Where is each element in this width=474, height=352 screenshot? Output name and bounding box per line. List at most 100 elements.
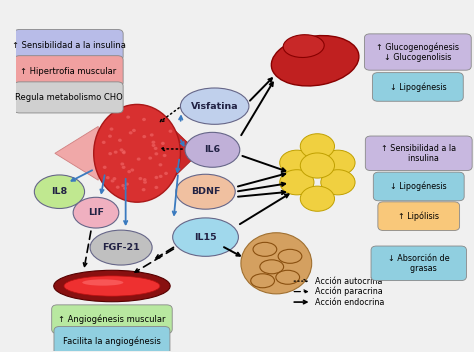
- Ellipse shape: [94, 105, 181, 202]
- Ellipse shape: [126, 115, 130, 119]
- Ellipse shape: [164, 172, 168, 175]
- Ellipse shape: [108, 152, 112, 156]
- FancyBboxPatch shape: [54, 327, 170, 352]
- Ellipse shape: [127, 170, 131, 174]
- Text: Visfatina: Visfatina: [191, 102, 238, 111]
- Ellipse shape: [103, 165, 107, 169]
- Ellipse shape: [300, 134, 335, 159]
- Ellipse shape: [158, 163, 163, 166]
- Text: ↓ Lipogénesis: ↓ Lipogénesis: [390, 82, 446, 92]
- Polygon shape: [55, 126, 98, 180]
- Ellipse shape: [142, 118, 146, 121]
- FancyBboxPatch shape: [374, 172, 464, 201]
- Ellipse shape: [34, 175, 84, 208]
- FancyBboxPatch shape: [365, 34, 471, 70]
- Ellipse shape: [119, 148, 124, 152]
- Text: ↑ Sensibilidad a la insulina: ↑ Sensibilidad a la insulina: [12, 40, 126, 50]
- Text: Facilita la angiogénesis: Facilita la angiogénesis: [63, 336, 161, 346]
- Text: ↓ Lipogénesis: ↓ Lipogénesis: [391, 182, 447, 191]
- Ellipse shape: [152, 144, 155, 147]
- Ellipse shape: [128, 131, 133, 134]
- Ellipse shape: [122, 151, 126, 155]
- Ellipse shape: [154, 152, 158, 156]
- Ellipse shape: [123, 187, 127, 190]
- Ellipse shape: [82, 279, 123, 286]
- Ellipse shape: [73, 197, 119, 228]
- Ellipse shape: [155, 186, 158, 189]
- Ellipse shape: [283, 35, 324, 57]
- Ellipse shape: [185, 132, 240, 167]
- Text: ↑ Angiogénesis muscular: ↑ Angiogénesis muscular: [58, 314, 166, 324]
- FancyBboxPatch shape: [373, 73, 463, 101]
- Text: Acción autocrina: Acción autocrina: [315, 277, 383, 285]
- Ellipse shape: [121, 165, 126, 169]
- Ellipse shape: [137, 157, 141, 161]
- Ellipse shape: [150, 133, 154, 137]
- Ellipse shape: [154, 147, 158, 150]
- Text: IL8: IL8: [51, 187, 68, 196]
- FancyBboxPatch shape: [378, 202, 460, 231]
- Ellipse shape: [163, 154, 167, 157]
- Ellipse shape: [54, 270, 170, 302]
- Ellipse shape: [121, 150, 125, 153]
- FancyBboxPatch shape: [52, 305, 172, 333]
- Ellipse shape: [143, 178, 147, 182]
- Ellipse shape: [108, 134, 112, 138]
- Ellipse shape: [300, 186, 335, 211]
- Ellipse shape: [106, 176, 110, 180]
- Ellipse shape: [151, 140, 155, 144]
- FancyBboxPatch shape: [365, 136, 472, 171]
- Ellipse shape: [109, 127, 114, 131]
- Ellipse shape: [155, 176, 158, 179]
- Ellipse shape: [132, 129, 136, 132]
- Ellipse shape: [120, 162, 124, 166]
- FancyBboxPatch shape: [371, 246, 466, 281]
- Ellipse shape: [138, 177, 143, 180]
- FancyBboxPatch shape: [14, 30, 123, 61]
- Ellipse shape: [271, 36, 359, 86]
- Text: ↓ Absorción de
    grasas: ↓ Absorción de grasas: [388, 253, 449, 273]
- Text: ↑ Lipólisis: ↑ Lipólisis: [398, 212, 439, 221]
- Text: ↑ Glucogenogénesis
↓ Glucogenolisis: ↑ Glucogenogénesis ↓ Glucogenolisis: [376, 42, 459, 62]
- Ellipse shape: [161, 142, 165, 145]
- Ellipse shape: [321, 150, 355, 175]
- Ellipse shape: [159, 175, 163, 178]
- Ellipse shape: [280, 150, 314, 175]
- Text: LIF: LIF: [88, 208, 104, 217]
- FancyBboxPatch shape: [14, 82, 123, 113]
- Text: IL15: IL15: [194, 233, 217, 241]
- Text: ↑ Sensibilidad a la
    insulina: ↑ Sensibilidad a la insulina: [381, 144, 456, 163]
- Ellipse shape: [181, 88, 249, 124]
- Ellipse shape: [110, 179, 115, 183]
- Ellipse shape: [143, 181, 147, 184]
- Ellipse shape: [142, 188, 146, 191]
- Ellipse shape: [300, 153, 335, 178]
- Ellipse shape: [114, 150, 118, 154]
- Ellipse shape: [118, 139, 122, 142]
- Ellipse shape: [90, 230, 152, 265]
- Ellipse shape: [142, 135, 146, 138]
- Ellipse shape: [116, 186, 120, 189]
- Ellipse shape: [280, 170, 314, 195]
- Ellipse shape: [125, 182, 129, 186]
- Text: FGF-21: FGF-21: [102, 243, 140, 252]
- Text: Acción paracrina: Acción paracrina: [315, 287, 383, 296]
- Ellipse shape: [148, 156, 152, 160]
- Ellipse shape: [102, 140, 106, 144]
- Ellipse shape: [241, 233, 312, 294]
- Ellipse shape: [173, 218, 238, 256]
- Text: IL6: IL6: [204, 145, 220, 154]
- Text: BDNF: BDNF: [191, 187, 220, 196]
- Ellipse shape: [176, 174, 235, 209]
- Text: Regula metabolismo CHO: Regula metabolismo CHO: [15, 93, 122, 102]
- Polygon shape: [176, 131, 199, 175]
- Ellipse shape: [122, 150, 126, 153]
- Text: Acción endocrina: Acción endocrina: [315, 297, 384, 307]
- Ellipse shape: [64, 276, 160, 296]
- Ellipse shape: [130, 168, 134, 172]
- Ellipse shape: [168, 130, 173, 133]
- Ellipse shape: [121, 184, 125, 187]
- Ellipse shape: [321, 170, 355, 195]
- Ellipse shape: [112, 177, 117, 181]
- FancyBboxPatch shape: [14, 56, 123, 87]
